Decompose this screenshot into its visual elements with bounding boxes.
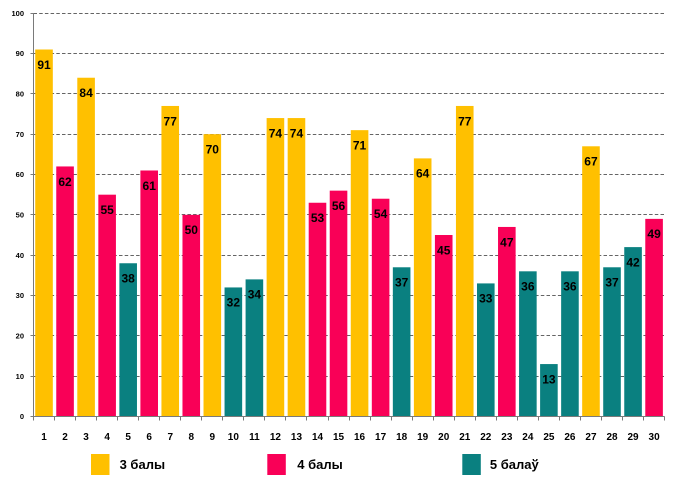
svg-text:36: 36 xyxy=(563,280,577,294)
svg-text:34: 34 xyxy=(248,288,262,302)
svg-text:100: 100 xyxy=(11,9,24,18)
svg-text:19: 19 xyxy=(417,432,429,443)
svg-text:11: 11 xyxy=(249,432,260,443)
svg-text:9: 9 xyxy=(210,432,216,443)
svg-text:10: 10 xyxy=(228,432,240,443)
svg-text:77: 77 xyxy=(164,114,178,128)
svg-text:13: 13 xyxy=(291,432,303,443)
svg-text:3 балы: 3 балы xyxy=(120,457,165,472)
svg-text:71: 71 xyxy=(353,138,367,152)
svg-text:26: 26 xyxy=(564,432,576,443)
svg-text:91: 91 xyxy=(37,58,51,72)
svg-text:4: 4 xyxy=(104,432,110,443)
svg-text:62: 62 xyxy=(58,175,72,189)
svg-text:90: 90 xyxy=(16,49,24,58)
svg-text:24: 24 xyxy=(522,432,534,443)
svg-text:37: 37 xyxy=(395,276,409,290)
svg-text:2: 2 xyxy=(62,432,68,443)
svg-text:4 балы: 4 балы xyxy=(297,457,342,472)
svg-text:25: 25 xyxy=(543,432,555,443)
svg-text:5: 5 xyxy=(125,432,131,443)
svg-text:18: 18 xyxy=(396,432,408,443)
svg-text:67: 67 xyxy=(584,155,598,169)
svg-text:32: 32 xyxy=(227,296,241,310)
svg-text:30: 30 xyxy=(649,432,661,443)
svg-text:33: 33 xyxy=(479,292,493,306)
svg-text:22: 22 xyxy=(480,432,492,443)
svg-text:45: 45 xyxy=(437,243,451,257)
svg-text:74: 74 xyxy=(269,126,283,140)
svg-text:50: 50 xyxy=(185,223,199,237)
svg-text:10: 10 xyxy=(16,372,24,381)
svg-text:47: 47 xyxy=(500,235,514,249)
svg-text:60: 60 xyxy=(16,170,24,179)
svg-text:15: 15 xyxy=(333,432,345,443)
svg-text:13: 13 xyxy=(542,372,556,386)
svg-text:3: 3 xyxy=(83,432,89,443)
svg-text:14: 14 xyxy=(312,432,324,443)
svg-text:29: 29 xyxy=(627,432,639,443)
svg-text:55: 55 xyxy=(100,203,114,217)
svg-text:77: 77 xyxy=(458,114,472,128)
svg-text:5 балаў: 5 балаў xyxy=(490,457,540,472)
svg-text:8: 8 xyxy=(188,432,194,443)
svg-text:37: 37 xyxy=(605,276,619,290)
svg-text:49: 49 xyxy=(647,227,661,241)
svg-text:50: 50 xyxy=(16,211,24,220)
svg-text:40: 40 xyxy=(16,251,24,260)
svg-text:80: 80 xyxy=(16,90,24,99)
svg-text:7: 7 xyxy=(167,432,173,443)
svg-text:17: 17 xyxy=(375,432,387,443)
svg-text:53: 53 xyxy=(311,211,325,225)
svg-text:12: 12 xyxy=(270,432,282,443)
svg-text:23: 23 xyxy=(501,432,513,443)
svg-text:20: 20 xyxy=(16,332,24,341)
svg-text:6: 6 xyxy=(146,432,152,443)
svg-text:54: 54 xyxy=(374,207,388,221)
svg-text:27: 27 xyxy=(585,432,597,443)
svg-text:56: 56 xyxy=(332,199,346,213)
svg-text:28: 28 xyxy=(606,432,618,443)
svg-text:61: 61 xyxy=(143,179,157,193)
svg-text:30: 30 xyxy=(16,291,24,300)
svg-text:38: 38 xyxy=(121,272,135,286)
svg-text:70: 70 xyxy=(16,130,24,139)
svg-text:0: 0 xyxy=(20,412,24,421)
svg-text:42: 42 xyxy=(626,255,640,269)
svg-text:84: 84 xyxy=(79,86,93,100)
svg-text:70: 70 xyxy=(206,142,220,156)
svg-text:74: 74 xyxy=(290,126,304,140)
svg-text:16: 16 xyxy=(354,432,366,443)
svg-text:20: 20 xyxy=(438,432,450,443)
svg-text:1: 1 xyxy=(41,432,47,443)
svg-text:36: 36 xyxy=(521,280,535,294)
svg-text:64: 64 xyxy=(416,167,430,181)
svg-text:21: 21 xyxy=(459,432,471,443)
